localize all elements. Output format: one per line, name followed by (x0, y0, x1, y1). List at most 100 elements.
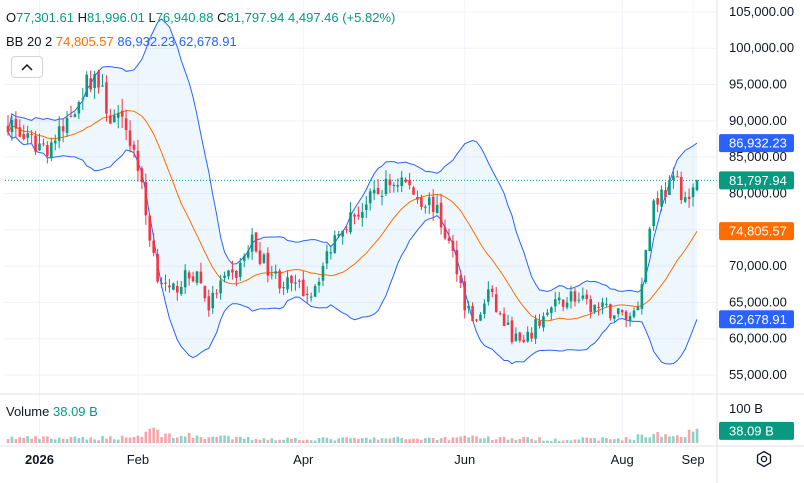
candle-body (455, 249, 459, 275)
candle-body (530, 332, 533, 339)
candle-body (652, 200, 655, 227)
volume-bar (380, 438, 384, 443)
candle-body (372, 189, 376, 194)
volume-bar (652, 434, 655, 443)
candle-body (368, 191, 372, 204)
candle-body (179, 286, 183, 294)
candle-body (81, 98, 85, 100)
y-tick-label: 100,000.00 (729, 40, 794, 55)
candle-body (526, 332, 530, 342)
volume-bar (116, 439, 120, 443)
volume-bar (81, 436, 85, 443)
candle-body (624, 311, 628, 320)
candle-body (242, 255, 246, 261)
candle-body (250, 234, 254, 252)
candle-body (93, 73, 96, 89)
collapse-legend-button[interactable] (11, 56, 43, 78)
candle-body (416, 196, 419, 200)
volume-bar (656, 432, 659, 443)
volume-bar (14, 439, 18, 443)
candles (6, 69, 699, 345)
high-label: H (77, 10, 87, 25)
candle-body (427, 197, 431, 206)
volume-bar (557, 440, 561, 443)
bb-basis-value: 74,805.57 (55, 34, 114, 49)
volume-bar (144, 431, 148, 443)
volume-bar (223, 435, 226, 443)
volume-bar (69, 437, 73, 443)
volume-bars (6, 427, 699, 443)
volume-bar (235, 436, 238, 443)
candle-body (613, 315, 616, 319)
candle-body (105, 82, 108, 114)
volume-bar (183, 436, 187, 443)
settings-button[interactable] (754, 449, 774, 469)
price-badge (719, 134, 794, 153)
candle-body (168, 285, 171, 288)
volume-bar (132, 436, 136, 443)
candle-body (431, 196, 435, 212)
candle-body (439, 202, 443, 228)
candle-body (420, 197, 423, 207)
candle-body (65, 117, 69, 133)
volume-bar (179, 435, 183, 443)
volume-bar (278, 439, 281, 443)
candle-body (353, 214, 356, 217)
candle-body (679, 176, 683, 201)
volume-bar (616, 438, 620, 443)
price-badge (719, 310, 794, 329)
candle-body (447, 237, 451, 241)
volume-bar (400, 438, 404, 443)
candle-body (85, 74, 89, 97)
volume-legend[interactable]: Volume 38.09 B (6, 404, 98, 419)
candle-body (636, 307, 640, 311)
candle-body (18, 127, 22, 137)
volume-bar (577, 439, 581, 443)
candle-body (585, 294, 589, 300)
candle-body (46, 145, 49, 157)
bollinger-legend[interactable]: BB 20 2 74,805.57 86,932.23 62,678.91 (6, 34, 237, 49)
candle-body (215, 293, 218, 295)
volume-bar (498, 437, 502, 443)
candle-body (309, 296, 313, 298)
candle-body (42, 143, 45, 145)
volume-bar (435, 439, 439, 443)
volume-bar (57, 437, 61, 443)
candle-body (73, 114, 77, 117)
volume-bar (258, 439, 262, 443)
volume-bar (565, 440, 569, 443)
candle-body (282, 287, 285, 289)
candle-body (676, 176, 679, 178)
candle-body (388, 179, 392, 186)
price-badge (719, 171, 794, 190)
candle-body (605, 303, 608, 305)
candle-body (601, 302, 604, 307)
candle-body (30, 134, 33, 136)
volume-value: 38.09 B (53, 404, 98, 419)
candle-body (156, 253, 159, 282)
candle-body (22, 134, 26, 139)
volume-bar (77, 438, 81, 443)
candle-body (333, 235, 337, 253)
volume-bar (46, 436, 49, 443)
volume-bar (254, 439, 258, 443)
volume-label: Volume (6, 404, 50, 419)
volume-bar (368, 439, 372, 443)
candle-body (510, 320, 514, 343)
candle-body (573, 291, 577, 302)
volume-bar (447, 440, 451, 443)
candle-body (494, 294, 498, 312)
volume-bar (475, 436, 478, 443)
volume-bar (120, 435, 124, 443)
candle-body (664, 190, 667, 198)
y-tick-label: 105,000.00 (729, 4, 794, 19)
volume-bar (321, 437, 325, 443)
candle-body (57, 126, 61, 141)
candle-body (148, 215, 152, 241)
candle-body (668, 180, 671, 195)
price-badge-text: 74,805.57 (729, 224, 787, 239)
candle-body (408, 179, 411, 186)
volume-bar (246, 436, 250, 443)
candle-body (565, 302, 569, 308)
